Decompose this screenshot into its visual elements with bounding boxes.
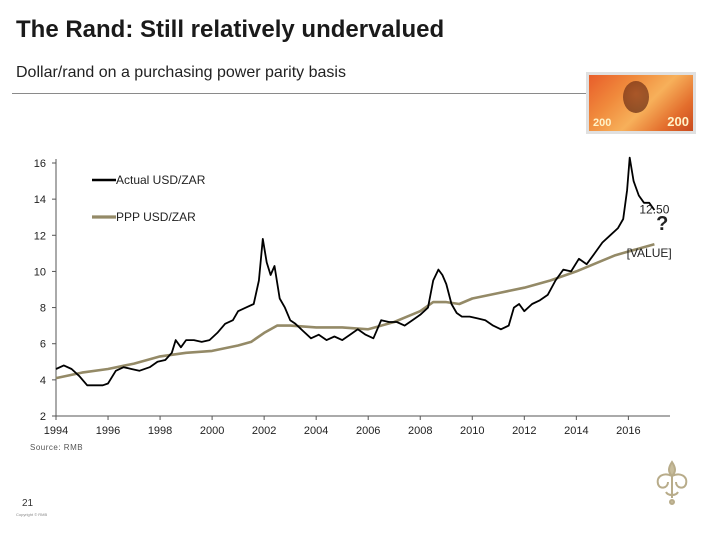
x-tick-label: 2002 [252,425,276,437]
chart-annotation: 12.50 [639,203,669,217]
chart-annotation: [VALUE] [627,246,672,260]
x-tick-label: 1994 [44,425,68,437]
x-tick-label: 2010 [460,425,484,437]
legend-label: Actual USD/ZAR [116,173,206,187]
chart-annotation: ? [656,213,668,235]
chart: 2 4 6 8 10 12 14 16 1994 1996 1998 2000 2002 2004 2006… [34,156,672,437]
legend-label: PPP USD/ZAR [116,210,196,224]
y-tick-label: 14 [34,194,46,206]
page-subtitle: Dollar/rand on a purchasing power parity… [16,64,346,81]
series-line-ppp [55,243,655,380]
y-tick-label: 6 [40,339,46,351]
y-tick-label: 12 [34,230,46,242]
source-note: Source: RMB [30,443,84,452]
y-tick-label: 2 [40,411,46,423]
banknote-image: 200 200 [586,72,696,134]
y-tick-label: 10 [34,266,46,278]
x-tick-label: 1998 [148,425,172,437]
chart-container: 2 4 6 8 10 12 14 16 1994 1996 1998 2000 2002 2004 2006… [0,140,720,460]
x-tick-label: 2016 [616,425,640,437]
y-tick-label: 16 [34,158,46,170]
x-tick-label: 2004 [304,425,328,437]
y-tick-label: 4 [40,375,46,387]
fleur-logo-icon [656,460,688,505]
x-tick-label: 1996 [96,425,120,437]
copyright-note: Copyright © RMB [16,512,48,517]
series-line-actual [55,156,656,387]
y-tick-label: 8 [40,303,46,315]
x-tick-label: 2008 [408,425,432,437]
x-tick-label: 2006 [356,425,380,437]
title-divider [12,93,614,94]
x-tick-label: 2000 [200,425,224,437]
page-title: The Rand: Still relatively undervalued [16,16,445,43]
portrait-shape [623,81,649,113]
page-number: 21 [22,498,34,509]
banknote-denomination-left: 200 [593,117,612,129]
banknote-denomination: 200 [667,114,689,129]
x-tick-label: 2014 [564,425,588,437]
x-tick-label: 2012 [512,425,536,437]
